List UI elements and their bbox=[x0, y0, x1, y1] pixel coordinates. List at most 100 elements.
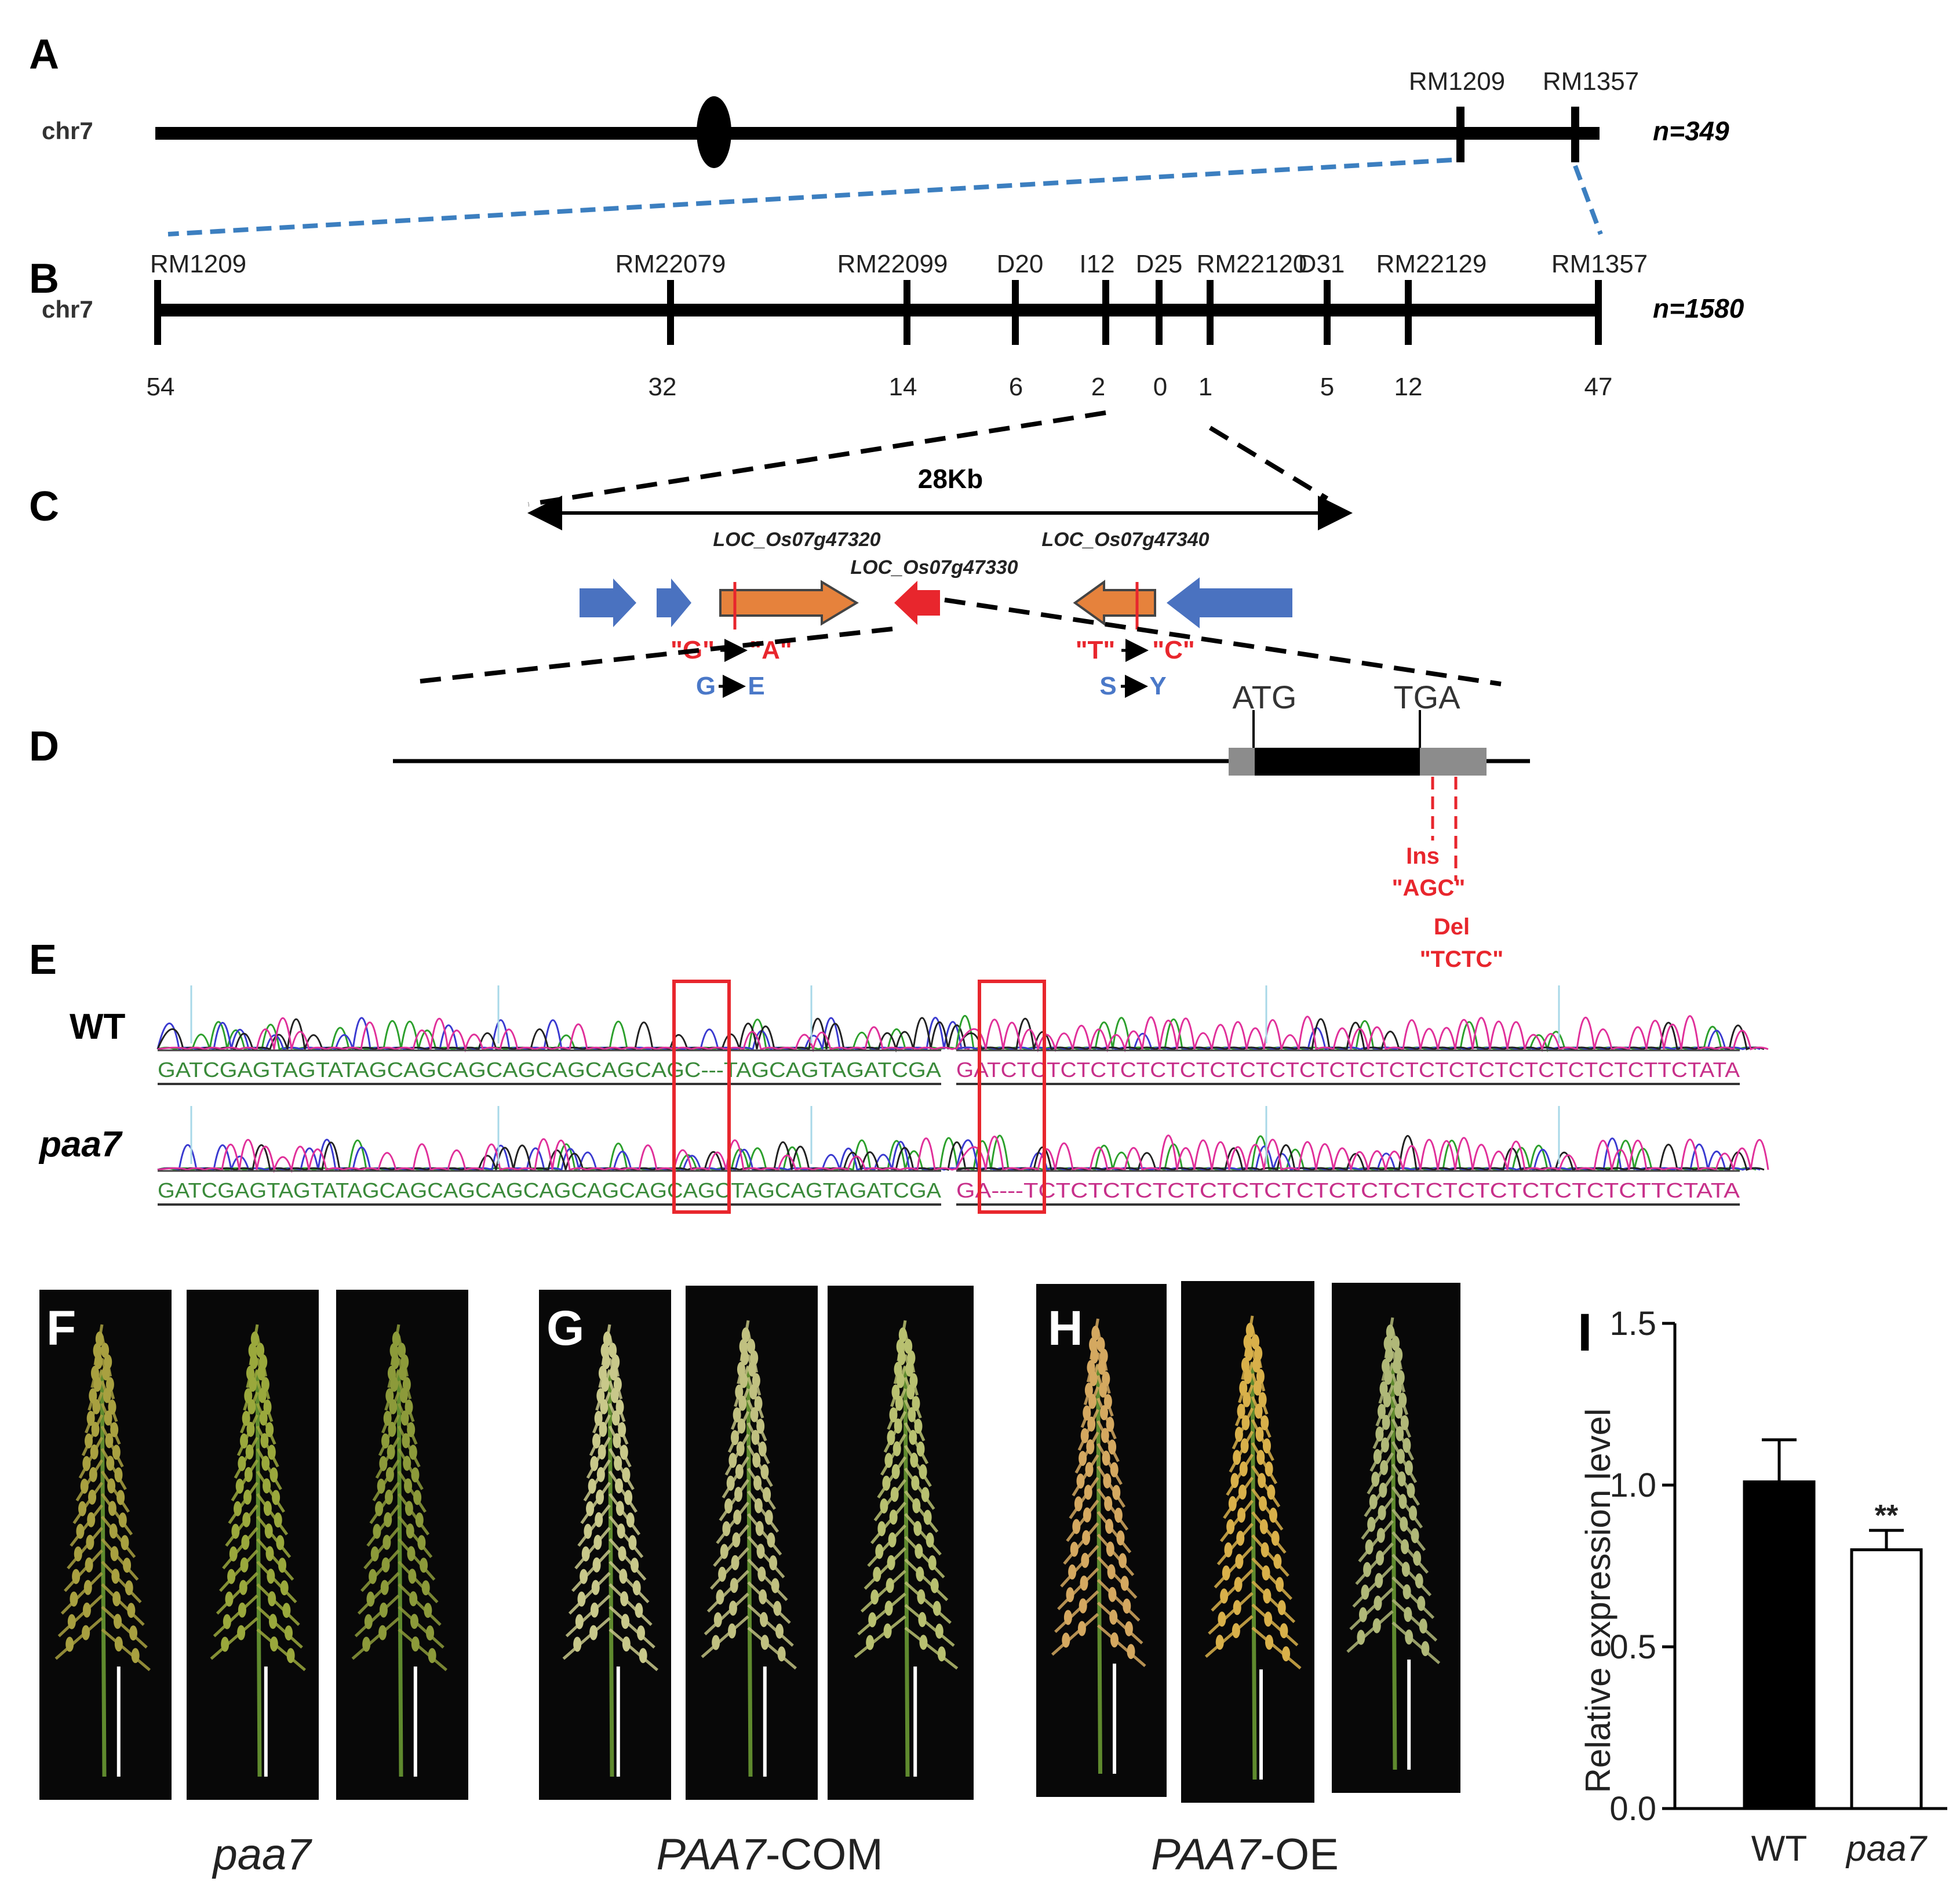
grain bbox=[601, 1376, 610, 1392]
grain bbox=[1239, 1380, 1248, 1396]
grain bbox=[112, 1591, 121, 1607]
panel-label-i: I bbox=[1578, 1303, 1593, 1362]
grain bbox=[1084, 1485, 1092, 1500]
grain bbox=[380, 1580, 389, 1595]
grain bbox=[389, 1399, 398, 1414]
grain bbox=[892, 1441, 901, 1457]
grain bbox=[405, 1501, 413, 1516]
grain bbox=[586, 1501, 595, 1516]
panicle-branch bbox=[375, 1436, 400, 1479]
grain bbox=[278, 1558, 287, 1573]
grain bbox=[926, 1532, 934, 1548]
grain bbox=[889, 1407, 898, 1422]
trace-line bbox=[955, 1134, 1769, 1171]
panicle-branch bbox=[1251, 1465, 1281, 1508]
grain bbox=[76, 1523, 85, 1539]
grain bbox=[268, 1591, 276, 1607]
grain bbox=[247, 1399, 256, 1414]
grain bbox=[114, 1614, 122, 1629]
gene-arrow bbox=[657, 578, 691, 627]
panicle-branch bbox=[398, 1515, 433, 1558]
marker-label: RM1357 bbox=[1543, 67, 1639, 96]
grain bbox=[109, 1523, 118, 1539]
grain bbox=[1089, 1371, 1098, 1387]
grain bbox=[890, 1486, 899, 1502]
panicle-branch bbox=[747, 1604, 794, 1647]
grain bbox=[1088, 1393, 1096, 1409]
panicle-branch bbox=[904, 1513, 942, 1556]
grain bbox=[720, 1544, 728, 1559]
trace-line bbox=[156, 1017, 967, 1053]
panicle-branch bbox=[256, 1448, 282, 1490]
grain bbox=[131, 1648, 140, 1664]
grain bbox=[749, 1384, 757, 1400]
grain bbox=[739, 1373, 748, 1388]
grain bbox=[1066, 1587, 1074, 1603]
y-tick-label: 0.5 bbox=[1609, 1628, 1656, 1666]
grain bbox=[1263, 1588, 1272, 1604]
panicle-branch bbox=[904, 1536, 945, 1578]
grain bbox=[379, 1602, 388, 1618]
grain bbox=[1383, 1392, 1391, 1407]
grain bbox=[86, 1534, 94, 1550]
grain bbox=[89, 1467, 97, 1482]
grain bbox=[257, 1365, 265, 1381]
grain bbox=[1234, 1427, 1243, 1442]
grain bbox=[93, 1376, 102, 1392]
panicle-branch bbox=[1391, 1441, 1418, 1483]
grain bbox=[602, 1353, 610, 1369]
grain bbox=[1386, 1325, 1394, 1340]
snp-nt-from: "T" bbox=[1076, 636, 1116, 664]
grain bbox=[1106, 1417, 1114, 1432]
grain bbox=[752, 1453, 761, 1468]
grain bbox=[239, 1580, 247, 1595]
grain bbox=[234, 1501, 242, 1516]
grain bbox=[1101, 1428, 1109, 1443]
grain bbox=[1228, 1496, 1237, 1511]
panicle-branch bbox=[1391, 1486, 1423, 1529]
grain bbox=[1070, 1541, 1079, 1557]
grain bbox=[108, 1501, 116, 1516]
panicle-branch bbox=[256, 1538, 294, 1581]
gene-arrow bbox=[894, 581, 940, 625]
grain bbox=[1415, 1573, 1423, 1589]
trace-line bbox=[955, 1137, 1761, 1171]
utr-3 bbox=[1420, 748, 1487, 776]
panicle-branch bbox=[81, 1414, 104, 1456]
grain bbox=[370, 1546, 379, 1562]
grain bbox=[1421, 1641, 1430, 1657]
grain bbox=[1405, 1629, 1413, 1645]
panicle-branch bbox=[904, 1604, 955, 1647]
grain bbox=[240, 1557, 249, 1573]
grain bbox=[732, 1532, 741, 1548]
grain bbox=[88, 1489, 97, 1505]
grain bbox=[364, 1614, 373, 1629]
y-tick-label: 1.5 bbox=[1609, 1305, 1656, 1342]
grain bbox=[280, 1580, 289, 1596]
grain bbox=[1220, 1588, 1229, 1604]
grain bbox=[886, 1578, 894, 1593]
grain bbox=[1254, 1403, 1263, 1419]
grain bbox=[1237, 1507, 1246, 1523]
panicle-branch bbox=[722, 1456, 750, 1499]
grain bbox=[1077, 1621, 1086, 1636]
grain bbox=[227, 1569, 236, 1584]
grain bbox=[750, 1407, 759, 1422]
grain bbox=[92, 1399, 101, 1414]
grain bbox=[756, 1418, 765, 1434]
grain bbox=[738, 1395, 747, 1411]
grain bbox=[269, 1614, 277, 1629]
grain bbox=[65, 1636, 74, 1652]
panicle-branch bbox=[727, 1411, 750, 1453]
panicle-branch bbox=[1251, 1580, 1296, 1624]
aa-from: G bbox=[696, 672, 716, 700]
panicle-branch bbox=[397, 1470, 427, 1513]
trace-line bbox=[157, 1141, 967, 1171]
seq-underline bbox=[158, 1203, 941, 1206]
grain bbox=[912, 1498, 921, 1513]
grain bbox=[887, 1430, 895, 1446]
grain bbox=[589, 1625, 598, 1640]
panicle-branch bbox=[1211, 1569, 1254, 1612]
grain bbox=[421, 1580, 430, 1596]
seq-underline bbox=[956, 1203, 1740, 1206]
